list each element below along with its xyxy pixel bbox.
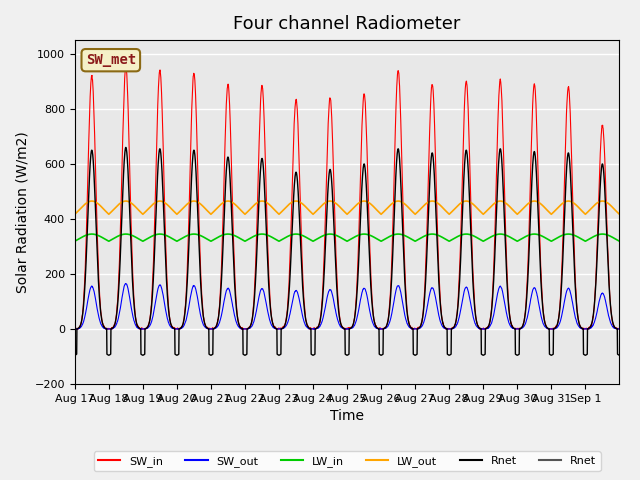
Text: SW_met: SW_met [86, 53, 136, 67]
Y-axis label: Solar Radiation (W/m2): Solar Radiation (W/m2) [15, 131, 29, 293]
Legend: SW_in, SW_out, LW_in, LW_out, Rnet, Rnet: SW_in, SW_out, LW_in, LW_out, Rnet, Rnet [93, 452, 601, 471]
X-axis label: Time: Time [330, 409, 364, 423]
Title: Four channel Radiometer: Four channel Radiometer [234, 15, 461, 33]
